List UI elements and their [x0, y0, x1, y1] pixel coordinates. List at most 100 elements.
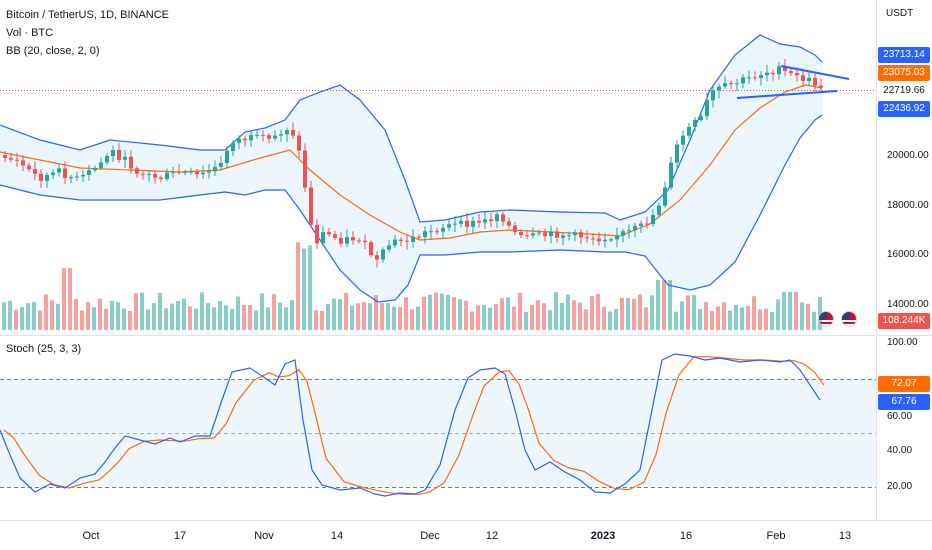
us-flag-icon[interactable]	[841, 311, 857, 327]
bollinger-legend[interactable]: BB (20, close, 2, 0)	[6, 45, 100, 57]
volume-bar	[518, 292, 522, 330]
volume-bar	[188, 306, 192, 330]
volume-bar	[320, 311, 324, 330]
volume-bar	[470, 311, 474, 330]
stoch-legend[interactable]: Stoch (25, 3, 3)	[6, 343, 82, 355]
candle-body	[573, 232, 577, 236]
drawing-trendline-upper[interactable]	[780, 65, 850, 80]
candle-body	[531, 233, 535, 236]
volume-bar	[296, 242, 300, 330]
volume-bar	[644, 307, 648, 330]
volume-bar	[704, 302, 708, 330]
drawing-trendline-lower[interactable]	[736, 90, 838, 99]
volume-bar	[278, 302, 282, 330]
stoch-tick: 100.00	[887, 337, 918, 348]
candle-body	[27, 165, 31, 170]
candle-body	[663, 187, 667, 206]
candle-body	[513, 225, 517, 233]
stoch-tick: 20.00	[887, 481, 913, 492]
candle-body	[681, 135, 685, 145]
symbol-legend[interactable]: Bitcoin / TetherUS, 1D, BINANCE	[6, 9, 170, 21]
candle-body	[93, 167, 97, 171]
volume-bar	[548, 310, 552, 330]
candle-body	[291, 130, 295, 136]
volume-bar	[134, 293, 138, 330]
volume-bar	[26, 303, 30, 330]
candle-body	[273, 135, 277, 139]
candle-body	[519, 232, 523, 236]
candle-body	[369, 242, 373, 256]
us-flag-icon[interactable]	[818, 311, 834, 327]
volume-bar	[200, 292, 204, 330]
candle-body	[435, 231, 439, 233]
stoch-tick: 60.00	[887, 411, 913, 422]
volume-bar	[464, 300, 468, 330]
volume-bar	[254, 310, 258, 330]
volume-bar	[32, 301, 36, 330]
candle-body	[717, 86, 721, 91]
volume-bar	[536, 300, 540, 330]
volume-bar	[50, 300, 54, 330]
time-tick: 17	[173, 530, 187, 542]
volume-bar	[38, 310, 42, 330]
volume-bar	[344, 292, 348, 330]
candle-body	[333, 234, 337, 238]
candle-body	[537, 232, 541, 234]
candle-body	[453, 223, 457, 225]
volume-bar	[674, 311, 678, 330]
candle-body	[585, 237, 589, 239]
volume-bar	[782, 292, 786, 330]
candle-body	[21, 160, 25, 166]
candle-body	[723, 83, 727, 87]
candle-body	[765, 72, 769, 76]
candle-body	[207, 171, 211, 173]
candle-body	[39, 173, 43, 181]
candle-body	[705, 100, 709, 117]
volume-bar	[452, 297, 456, 330]
candle-body	[657, 205, 661, 215]
volume-bar	[86, 302, 90, 330]
candle-body	[285, 130, 289, 135]
volume-bar	[776, 299, 780, 330]
volume-bar	[140, 292, 144, 330]
volume-bar	[158, 292, 162, 330]
candle-body	[225, 150, 229, 163]
volume-bar	[710, 311, 714, 330]
candle-body	[591, 238, 595, 240]
candle-body	[405, 240, 409, 242]
volume-bar	[302, 248, 306, 330]
candle-body	[525, 235, 529, 237]
candle-body	[279, 134, 283, 136]
price-pane[interactable]	[0, 0, 876, 335]
candle-body	[321, 232, 325, 244]
candle-body	[603, 239, 607, 242]
volume-bar	[68, 268, 72, 330]
candle-body	[651, 214, 655, 224]
volume-bar	[812, 311, 816, 330]
bollinger-basis-line	[0, 84, 823, 241]
candle-body	[495, 214, 499, 222]
volume-bar	[56, 303, 60, 330]
volume-legend[interactable]: Vol · BTC	[6, 27, 54, 39]
candle-body	[777, 66, 781, 75]
volume-bar	[128, 311, 132, 330]
volume-bar	[524, 311, 528, 330]
candle-body	[243, 138, 247, 141]
candle-body	[171, 171, 175, 173]
volume-bar	[626, 298, 630, 330]
price-unit: USDT	[886, 8, 914, 19]
volume-bar	[164, 308, 168, 330]
bollinger-lower-line	[0, 114, 823, 303]
candle-body	[69, 177, 73, 179]
candle-body	[597, 238, 601, 242]
bb-basis-price-tag: 23075.03	[878, 65, 930, 81]
candle-body	[159, 177, 163, 180]
candle-body	[459, 220, 463, 224]
volume-bar	[110, 300, 114, 330]
volume-bar	[230, 308, 234, 330]
volume-bar	[752, 296, 756, 330]
volume-bar	[152, 303, 156, 330]
volume-bar	[212, 307, 216, 330]
volume-bar	[362, 302, 366, 330]
